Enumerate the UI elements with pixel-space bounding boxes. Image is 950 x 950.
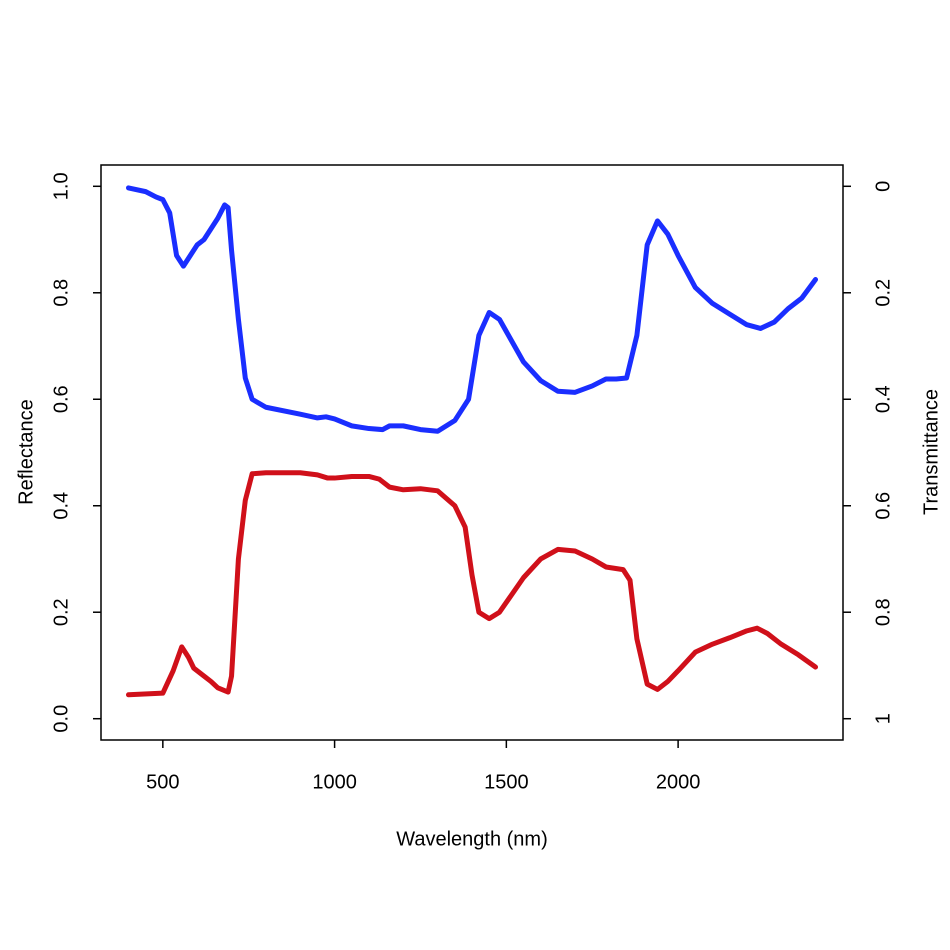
y2-tick-label: 0.4 [872,385,894,413]
y-tick-label: 0.0 [50,705,72,733]
x-tick-label: 500 [146,771,179,793]
y-tick-label: 1.0 [50,172,72,200]
y-tick-label: 0.2 [50,598,72,626]
y2-axis-label: Transmittance [920,389,942,515]
x-axis-label: Wavelength (nm) [396,828,548,850]
y-tick-label: 0.4 [50,492,72,520]
y2-tick-label: 0.8 [872,598,894,626]
y2-tick-label: 0.2 [872,279,894,307]
y-tick-label: 0.6 [50,385,72,413]
x-tick-label: 1500 [484,771,529,793]
y2-tick-label: 1 [872,713,894,724]
x-tick-label: 1000 [312,771,357,793]
data-line [125,185,819,434]
y2-tick-label: 0.6 [872,492,894,520]
x-tick-label: 2000 [656,771,701,793]
plot-frame [100,164,844,741]
y2-tick-label: 0 [872,181,894,192]
data-line [125,470,819,698]
y-tick-label: 0.8 [50,279,72,307]
y-axis-label: Reflectance [15,399,37,505]
